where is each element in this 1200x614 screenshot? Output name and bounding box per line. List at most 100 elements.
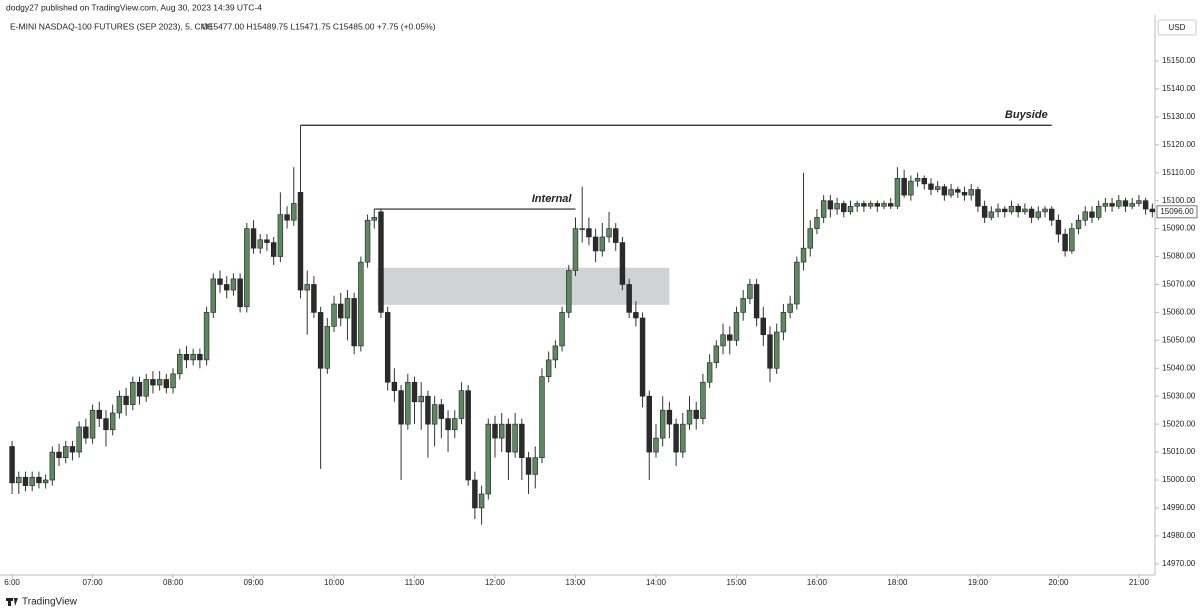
candle-body bbox=[1055, 219, 1062, 235]
candle-body bbox=[981, 205, 988, 218]
candle-body bbox=[29, 476, 35, 486]
candle-body bbox=[914, 178, 921, 182]
candle-body bbox=[807, 228, 813, 249]
candle-body bbox=[814, 217, 820, 229]
candle-body bbox=[177, 354, 183, 375]
candle-body bbox=[908, 180, 914, 196]
candle-body bbox=[344, 298, 351, 319]
candle-body bbox=[1002, 208, 1008, 213]
candle-body bbox=[223, 284, 230, 291]
candle-body bbox=[244, 228, 250, 308]
candle-body bbox=[130, 381, 136, 405]
y-tick-label: 15100.00 bbox=[1162, 196, 1196, 205]
candle-body bbox=[109, 412, 116, 431]
x-tick-label: 16:00 bbox=[807, 578, 828, 587]
candle-body bbox=[1048, 208, 1055, 221]
candle-body bbox=[566, 270, 572, 313]
candle-body bbox=[693, 409, 699, 419]
candle-body bbox=[324, 326, 331, 369]
candle-body bbox=[384, 312, 391, 383]
candle-body bbox=[317, 312, 324, 369]
candle-body bbox=[955, 189, 961, 193]
candle-body bbox=[713, 345, 720, 363]
y-tick-label: 15120.00 bbox=[1162, 140, 1196, 149]
candle-body bbox=[250, 228, 257, 249]
candle-body bbox=[197, 354, 203, 361]
level-label: Buyside bbox=[1005, 109, 1048, 121]
candle-body bbox=[727, 334, 733, 341]
ohlc-header: O15477.00 H15489.75 L15471.75 C15485.00 … bbox=[202, 21, 436, 31]
candle-body bbox=[579, 228, 585, 230]
candle-body bbox=[203, 312, 210, 361]
x-tick-label: 11:00 bbox=[405, 578, 425, 587]
level-label: Internal bbox=[532, 193, 573, 205]
candle-body bbox=[847, 205, 854, 213]
candle-body bbox=[358, 261, 364, 347]
candle-body bbox=[76, 426, 82, 453]
candle-body bbox=[901, 178, 907, 196]
x-tick-label: 21:00 bbox=[1129, 578, 1150, 587]
candle-body bbox=[968, 189, 974, 196]
candle-body bbox=[405, 381, 411, 425]
candle-body bbox=[56, 451, 62, 458]
candle-body bbox=[210, 278, 217, 313]
x-tick-label: 18:00 bbox=[887, 578, 908, 587]
candle-body bbox=[284, 214, 290, 221]
candle-body bbox=[1062, 233, 1068, 252]
candle-body bbox=[854, 203, 860, 207]
y-tick-label: 15060.00 bbox=[1162, 308, 1196, 317]
candle-body bbox=[780, 312, 787, 333]
candle-body bbox=[948, 189, 954, 196]
candle-body bbox=[874, 203, 881, 207]
candle-body bbox=[230, 278, 237, 291]
candle-body bbox=[894, 178, 901, 207]
candle-body bbox=[465, 390, 471, 481]
y-tick-label: 15010.00 bbox=[1162, 447, 1196, 456]
currency: USD bbox=[1169, 23, 1186, 32]
y-tick-label: 15110.00 bbox=[1162, 168, 1195, 177]
candle-body bbox=[619, 242, 626, 285]
candle-body bbox=[237, 278, 243, 308]
y-tick-label: 14980.00 bbox=[1162, 531, 1196, 540]
y-tick-label: 15080.00 bbox=[1162, 252, 1196, 261]
candle-body bbox=[49, 451, 56, 481]
candle-body bbox=[103, 418, 109, 431]
candle-body bbox=[794, 261, 800, 305]
candle-body bbox=[1082, 211, 1088, 221]
candle-body bbox=[586, 228, 592, 238]
candle-body bbox=[820, 200, 827, 218]
x-tick-label: 15:00 bbox=[726, 578, 747, 587]
candle-body bbox=[961, 191, 968, 196]
candle-body bbox=[69, 446, 76, 453]
candle-body bbox=[760, 317, 767, 336]
chart-title: E-MINI NASDAQ-100 FUTURES (SEP 2023), 5,… bbox=[10, 21, 214, 31]
candle-body bbox=[1069, 228, 1075, 252]
candle-body bbox=[1116, 200, 1122, 207]
y-tick-label: 14990.00 bbox=[1162, 503, 1196, 512]
candle-body bbox=[928, 183, 934, 190]
candle-body bbox=[861, 203, 867, 207]
y-tick-label: 15020.00 bbox=[1162, 419, 1196, 428]
candle-body bbox=[277, 214, 284, 257]
candle-body bbox=[378, 211, 384, 313]
brand-logo bbox=[6, 598, 18, 606]
y-tick-label: 15000.00 bbox=[1162, 475, 1196, 484]
candle-body bbox=[9, 446, 15, 484]
candle-body bbox=[613, 228, 619, 243]
x-tick-label: 09:00 bbox=[244, 578, 265, 587]
candle-body bbox=[270, 242, 277, 257]
candle-body bbox=[425, 395, 431, 425]
candle-body bbox=[485, 423, 492, 495]
candle-body bbox=[995, 208, 1001, 213]
candle-body bbox=[626, 284, 632, 313]
candle-body bbox=[747, 284, 753, 299]
candle-body bbox=[418, 395, 424, 403]
last-price-label: 15096.00 bbox=[1160, 207, 1194, 216]
candle-body bbox=[532, 457, 538, 475]
candle-body bbox=[331, 303, 337, 327]
candle-body bbox=[653, 437, 659, 453]
candle-body bbox=[472, 479, 478, 509]
x-tick-label: 08:00 bbox=[163, 578, 184, 587]
